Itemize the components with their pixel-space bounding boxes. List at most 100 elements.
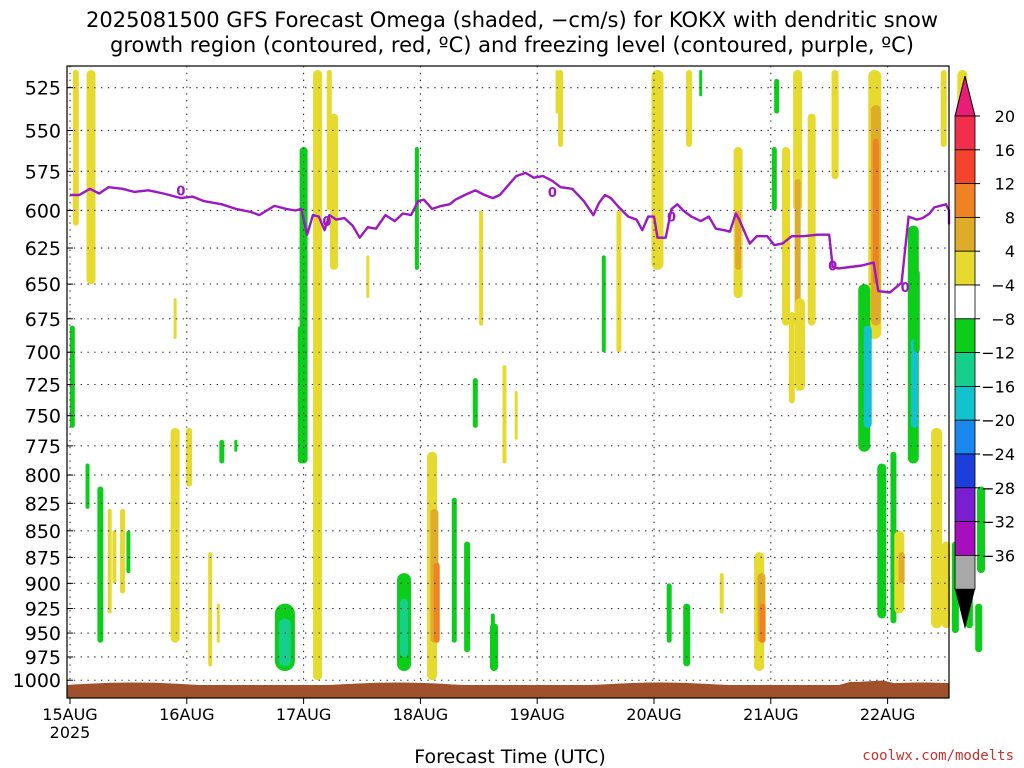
omega-shade-cell xyxy=(120,508,126,594)
y-tick-label: 675 xyxy=(25,309,61,331)
omega-shade-cell xyxy=(112,530,117,584)
y-tick-label: 725 xyxy=(25,375,61,397)
omega-shade-cell xyxy=(735,210,742,270)
omega-shade-cell xyxy=(898,552,905,584)
freezing-level-contour: 0 0 0 0 0 0 xyxy=(70,171,951,296)
omega-shade-cell xyxy=(793,70,803,211)
colorbar-bottom-arrow xyxy=(955,589,975,630)
colorbar-swatch xyxy=(954,521,976,556)
y-tick-label: 800 xyxy=(25,465,61,487)
omega-shade-cell xyxy=(666,583,672,643)
y-tick-label: 950 xyxy=(25,623,61,645)
omega-shade-cell xyxy=(186,427,193,487)
omega-shade-cell xyxy=(86,70,96,285)
y-tick-label: 875 xyxy=(25,547,61,569)
credit-text[interactable]: coolwx.com/modelts xyxy=(862,748,1014,764)
terrain-strip xyxy=(67,680,949,698)
x-tick-label: 15AUG xyxy=(42,705,97,724)
omega-shade-cell xyxy=(400,598,409,657)
colorbar-tick-label: −36 xyxy=(981,546,1015,565)
colorbar-tick-label: −24 xyxy=(981,445,1015,464)
y-tick-label: 750 xyxy=(25,406,61,428)
omega-shade-cell xyxy=(759,603,766,643)
grid-lines xyxy=(67,66,949,698)
colorbar-tick-label: −32 xyxy=(981,513,1015,532)
freezing-level-label: 0 xyxy=(828,260,837,275)
omega-shade-cell xyxy=(699,70,703,97)
y-tick-label: 775 xyxy=(25,436,61,458)
omega-shade-cell xyxy=(219,439,225,464)
y-tick-label: 850 xyxy=(25,521,61,543)
omega-shade-cell xyxy=(771,147,777,211)
omega-shade-cell xyxy=(601,255,606,353)
plot-frame xyxy=(66,65,950,699)
x-axis-title: Forecast Time (UTC) xyxy=(414,746,606,768)
colorbar-swatch xyxy=(954,352,976,387)
colorbar-swatch xyxy=(954,453,976,489)
omega-shade-cell xyxy=(97,486,104,643)
omega-shade-cell xyxy=(451,497,457,643)
omega-shade-cell xyxy=(781,147,790,326)
omega-shade-cell xyxy=(977,486,986,574)
omega-shade-cell xyxy=(686,70,693,148)
freezing-level-line xyxy=(70,171,951,294)
omega-shade-cell xyxy=(558,70,564,148)
y-axis: 525 550 575 600 625 650 675 700 725 750 775 800 825 8… xyxy=(13,78,73,692)
colorbar-swatch xyxy=(954,183,976,218)
x-axis: 15AUG 16AUG 17AUG 18AUG 19AUG 20AUG 21AUG 22AUG… xyxy=(42,698,915,742)
omega-shade-cell xyxy=(794,179,801,326)
omega-shade-cell xyxy=(69,325,75,428)
y-tick-label: 825 xyxy=(25,493,61,515)
omega-shade-cell xyxy=(366,255,370,299)
x-tick-label: 19AUG xyxy=(509,705,564,724)
omega-shade-cell xyxy=(774,78,780,114)
omega-shade-cell xyxy=(464,541,471,653)
omega-shade-cell xyxy=(502,365,507,464)
colorbar-swatch xyxy=(954,385,976,421)
omega-shade-cell xyxy=(931,427,943,629)
omega-shade-cell xyxy=(863,325,872,428)
omega-shade-cell xyxy=(297,325,305,464)
omega-shade-cell xyxy=(313,70,323,681)
colorbar-tick-label: −16 xyxy=(981,377,1015,396)
chart-title: 2025081500 GFS Forecast Omega (shaded, −… xyxy=(86,8,938,32)
omega-shade-cell xyxy=(942,541,950,629)
colorbar-swatch xyxy=(954,149,976,185)
y-tick-label: 650 xyxy=(25,274,61,296)
omega-shade-cell xyxy=(234,439,238,452)
omega-shade-cell xyxy=(940,70,947,148)
colorbar-tick-label: −28 xyxy=(981,479,1015,498)
omega-shade-cell xyxy=(278,618,291,667)
omega-shading xyxy=(69,70,986,681)
x-tick-label: 20AUG xyxy=(626,705,681,724)
omega-shade-cell xyxy=(472,378,478,428)
x-year-label: 2025 xyxy=(50,723,91,742)
y-tick-label: 700 xyxy=(25,342,61,364)
omega-shade-cell xyxy=(326,70,332,211)
colorbar-swatch xyxy=(954,555,976,590)
colorbar-swatch xyxy=(954,487,976,522)
omega-shade-cell xyxy=(651,70,664,270)
x-tick-label: 22AUG xyxy=(860,705,915,724)
omega-shade-cell xyxy=(126,530,131,574)
y-tick-label: 575 xyxy=(25,161,61,183)
colorbar-swatch xyxy=(954,284,976,320)
colorbar: 20 16 12 8 4 −4 −8 −12 −16 −20 −24 −28 −32 −36 xyxy=(954,75,1015,630)
omega-shade-cell xyxy=(795,298,805,391)
freezing-level-label: 0 xyxy=(667,211,676,226)
x-tick-label: 18AUG xyxy=(393,705,448,724)
omega-shade-cell xyxy=(831,70,839,180)
y-tick-label: 1000 xyxy=(13,670,61,692)
chart-subtitle: growth region (contoured, red, ºC) and f… xyxy=(110,33,914,57)
freezing-level-label: 0 xyxy=(322,215,331,230)
x-tick-label: 17AUG xyxy=(276,705,331,724)
y-tick-label: 625 xyxy=(25,238,61,260)
omega-shade-cell xyxy=(85,463,90,509)
y-tick-label: 900 xyxy=(25,573,61,595)
colorbar-swatch xyxy=(954,318,976,353)
colorbar-tick-label: −4 xyxy=(991,276,1015,295)
colorbar-tick-label: −20 xyxy=(981,411,1015,430)
y-tick-label: 550 xyxy=(25,120,61,142)
omega-shade-cell xyxy=(170,427,180,643)
